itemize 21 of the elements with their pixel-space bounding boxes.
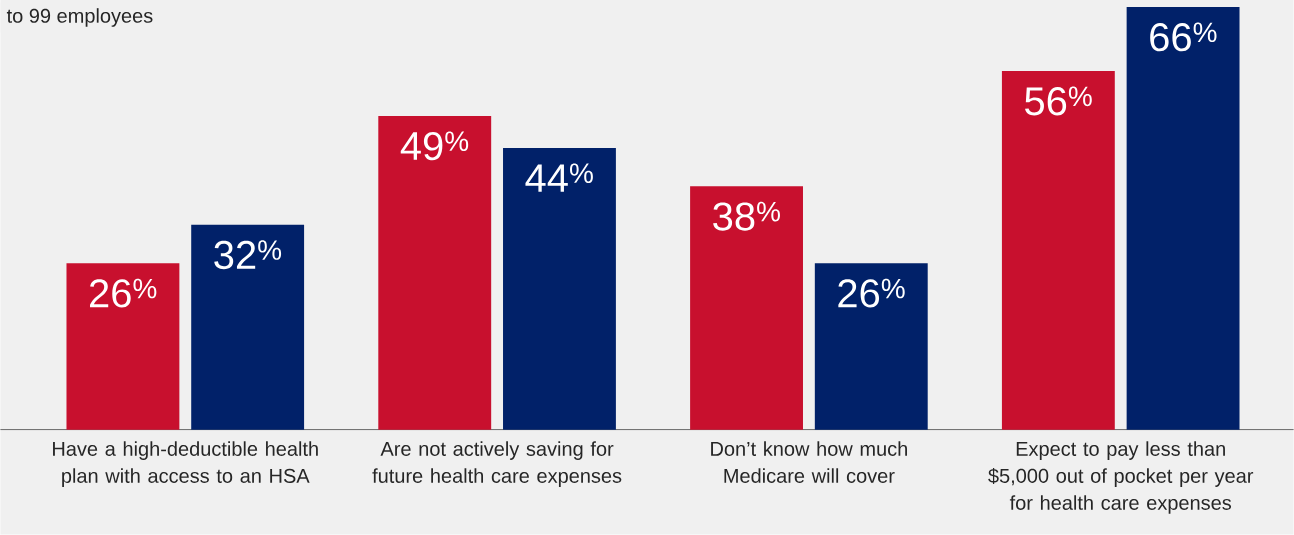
bar [503,148,616,430]
bar [1126,7,1240,430]
data-label: 32$^{%}$ [214,240,282,270]
bar [814,263,928,430]
data-label: 66$^{%}$ [1150,22,1217,52]
bar [1001,71,1115,430]
x-tick-label: Expect to pay less than $5,000 out of pocket per year for health care expenses [988,441,1254,515]
x-tick-label: Have a high-deductible health plan with access to an HSA [53,441,318,488]
data-label: 26$^{%}$ [90,278,157,308]
data-label: 38$^{%}$ [713,202,780,231]
x-tick-label: Are not actively saving for future health care expenses [372,441,622,488]
bar [191,224,305,430]
data-label: 44$^{%}$ [525,163,593,193]
bar [378,116,492,430]
x-tick-label: Don’t know how much Medicare will cover [711,441,907,484]
data-label: 49$^{%}$ [400,131,469,161]
bar [66,263,180,430]
annotation: to 99 employees [6,8,153,27]
bar [690,186,803,430]
data-label: 26$^{%}$ [838,278,905,308]
data-label: 56$^{%}$ [1025,86,1092,116]
